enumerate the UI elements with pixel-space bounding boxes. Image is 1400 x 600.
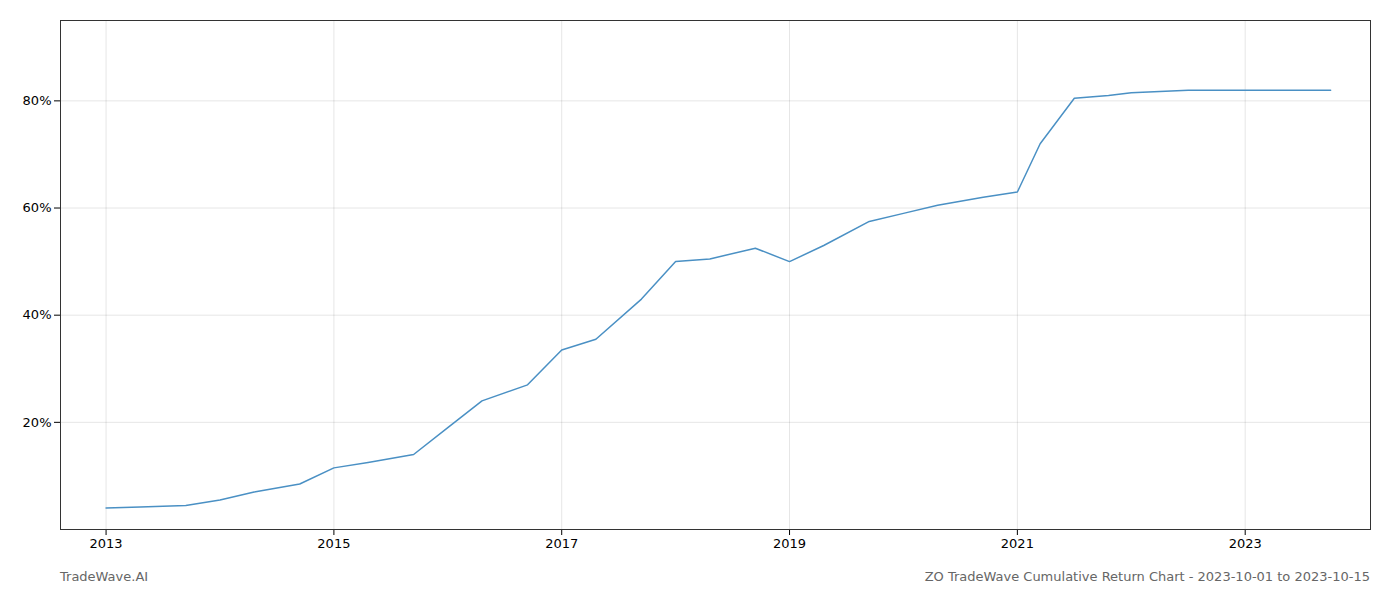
svg-text:2019: 2019 xyxy=(773,536,806,551)
svg-text:20%: 20% xyxy=(23,415,52,430)
svg-text:80%: 80% xyxy=(23,93,52,108)
svg-text:2021: 2021 xyxy=(1001,536,1034,551)
svg-text:2023: 2023 xyxy=(1229,536,1262,551)
html-text:ZO TradeWave Cumulative Return: ZO TradeWave Cumulative Return Chart - 2… xyxy=(924,569,1370,584)
html-text:TradeWave.AI: TradeWave.AI xyxy=(60,569,149,584)
svg-text:2013: 2013 xyxy=(90,536,123,551)
svg-text:2017: 2017 xyxy=(545,536,578,551)
svg-text:40%: 40% xyxy=(23,307,52,322)
svg-text:2015: 2015 xyxy=(317,536,350,551)
svg-text:60%: 60% xyxy=(23,200,52,215)
